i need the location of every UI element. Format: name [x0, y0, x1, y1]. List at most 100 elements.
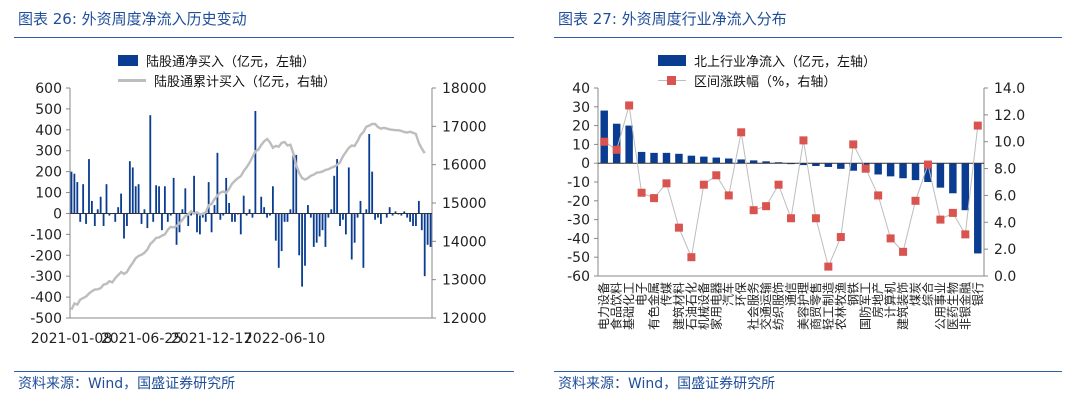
left-y-tick-label: -200: [30, 248, 62, 264]
bar: [330, 209, 333, 214]
pct-marker: [861, 164, 870, 173]
bar: [423, 213, 426, 277]
pct-marker: [687, 253, 696, 262]
bar: [295, 154, 298, 214]
category-label: 建筑装饰: [895, 282, 910, 330]
bar: [149, 115, 152, 214]
category-label: 电力设备: [597, 282, 611, 330]
bar: [961, 163, 970, 211]
right-legend-marker-label: 区间涨跌幅（%，右轴）: [694, 74, 837, 90]
category-label: 房地产: [870, 282, 885, 318]
left-y-tick-label: -20: [567, 194, 590, 210]
bar: [114, 213, 117, 222]
bar: [163, 186, 166, 214]
left-source-rule: [14, 371, 514, 372]
bar: [397, 213, 400, 215]
pct-marker: [911, 196, 920, 205]
bar: [362, 213, 365, 268]
category-label: 国防军工: [858, 282, 873, 330]
left-title-rule: [14, 37, 514, 38]
pct-marker: [737, 128, 746, 137]
bar: [228, 203, 231, 214]
left-y-tick-label: 600: [35, 81, 62, 97]
bar: [131, 167, 134, 214]
bar: [201, 213, 204, 218]
left-legend-bar: 陆股通净买入（亿元，左轴）: [118, 50, 336, 70]
right-y-tick-label: 17000: [442, 119, 487, 135]
bar: [429, 213, 432, 247]
right-y-tick-label: 2.0: [994, 242, 1016, 258]
category-label: 公用事业: [933, 282, 947, 330]
bar: [117, 207, 120, 214]
bar: [368, 134, 371, 214]
bar: [394, 211, 397, 214]
x-tick-label: 2021-06-25: [101, 331, 182, 347]
bar: [210, 213, 213, 233]
bar: [374, 213, 376, 220]
bar: [650, 152, 658, 164]
bar: [974, 163, 982, 254]
bar: [283, 213, 286, 222]
category-label: 非银金融: [957, 282, 972, 330]
bar: [172, 177, 175, 214]
bar: [321, 213, 324, 231]
pct-marker: [662, 179, 671, 188]
bar: [222, 213, 225, 216]
bar: [874, 163, 882, 175]
bar: [417, 200, 420, 214]
bar: [269, 213, 271, 216]
bar: [219, 213, 222, 220]
bar: [403, 211, 406, 214]
left-chart-svg: -500 -400 -300 -200 -100 0 100 200 300 400 500 600 1…: [30, 81, 487, 347]
category-label: 汽车: [721, 282, 736, 306]
bar: [324, 213, 327, 247]
bar: [371, 171, 374, 214]
left-y-tick-label: -50: [567, 250, 590, 266]
bar: [263, 207, 266, 214]
left-y-tick-label: 100: [35, 186, 62, 202]
left-chart-panel: 图表 26: 外资周度净流入历史变动 -500 -400 -300 -200 -100 0…: [0, 0, 528, 405]
pct-marker: [674, 223, 683, 232]
right-y-tick-label: 16000: [442, 158, 487, 174]
left-y-tick-label: 300: [35, 144, 62, 160]
bar: [181, 209, 184, 214]
bar: [85, 213, 87, 224]
bar: [251, 213, 254, 218]
bar: [204, 213, 207, 222]
x-tick-label: 2021-01-08: [31, 331, 112, 347]
bar: [911, 163, 920, 181]
bar: [936, 163, 945, 188]
bar: [824, 163, 833, 167]
right-y-tick-label: 6.0: [994, 188, 1016, 204]
bar: [82, 184, 85, 214]
bar: [662, 152, 671, 164]
pct-marker: [712, 171, 721, 180]
bar: [327, 213, 330, 218]
bar: [924, 163, 932, 182]
bar: [356, 213, 359, 218]
pct-marker: [899, 247, 908, 256]
pct-marker: [811, 214, 820, 223]
bar: [169, 213, 172, 216]
bar: [412, 213, 414, 226]
pct-marker: [961, 230, 970, 239]
pct-marker: [774, 180, 783, 189]
right-title-rule: [554, 37, 1062, 38]
bar: [234, 213, 236, 222]
bar: [79, 213, 82, 222]
bar: [762, 161, 770, 164]
bar: [242, 195, 245, 214]
right-y-tick-label: 18000: [442, 81, 487, 97]
left-y-tick-label: -300: [30, 269, 62, 285]
bar: [391, 213, 394, 216]
bar: [415, 213, 417, 226]
pct-marker: [799, 136, 808, 145]
bar: [637, 151, 646, 164]
category-label: 机械设备: [696, 282, 711, 330]
category-label: 传媒: [659, 282, 674, 306]
bar: [225, 177, 228, 214]
x-tick-label: 2022-06-10: [244, 331, 325, 347]
left-y-tick-label: -30: [567, 213, 590, 229]
pct-marker: [973, 121, 982, 130]
bar: [126, 213, 128, 226]
